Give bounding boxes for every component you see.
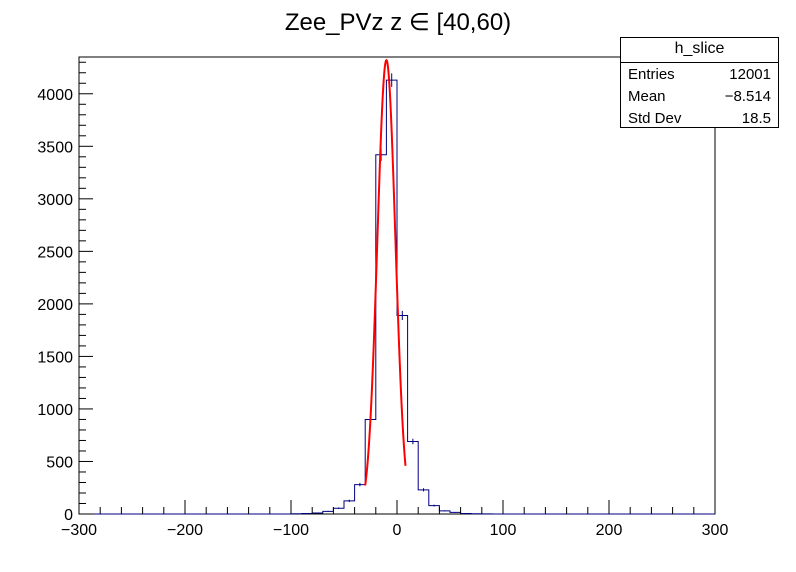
chart-title: Zee_PVz z ∈ [40,60) bbox=[285, 9, 511, 36]
stats-value-stddev: 18.5 bbox=[741, 110, 771, 127]
y-tick-label: 1000 bbox=[37, 402, 73, 419]
stats-label-entries: Entries bbox=[628, 66, 675, 83]
histogram-bin bbox=[344, 501, 355, 514]
y-tick-label: 3000 bbox=[37, 192, 73, 209]
stats-row-stddev: Std Dev 18.5 bbox=[621, 107, 778, 129]
histogram-bin bbox=[355, 485, 366, 514]
histogram-bin bbox=[333, 508, 344, 514]
histogram-outline bbox=[79, 79, 715, 515]
x-tick-label: 0 bbox=[393, 522, 402, 539]
histogram-bin bbox=[408, 442, 419, 514]
stats-label-stddev: Std Dev bbox=[628, 110, 682, 127]
x-tick-label: −300 bbox=[61, 522, 97, 539]
gaussian-fit-curve bbox=[364, 58, 407, 486]
x-tick-label: −200 bbox=[167, 522, 203, 539]
x-tick-label: 100 bbox=[490, 522, 517, 539]
x-tick-label: −100 bbox=[273, 522, 309, 539]
stats-value-entries: 12001 bbox=[729, 66, 771, 83]
stats-row-entries: Entries 12001 bbox=[621, 63, 778, 85]
x-tick-label: 200 bbox=[596, 522, 623, 539]
y-tick-label: 1500 bbox=[37, 349, 73, 366]
stats-label-mean: Mean bbox=[628, 88, 666, 105]
y-tick-label: 3500 bbox=[37, 139, 73, 156]
stats-value-mean: −8.514 bbox=[724, 88, 771, 105]
y-tick-label: 2000 bbox=[37, 297, 73, 314]
stats-title: h_slice bbox=[621, 38, 778, 63]
stats-row-mean: Mean −8.514 bbox=[621, 85, 778, 107]
y-tick-label: 500 bbox=[46, 454, 73, 471]
y-tick-label: 0 bbox=[64, 507, 73, 524]
histogram-bin bbox=[429, 506, 440, 514]
stats-box: h_slice Entries 12001 Mean −8.514 Std De… bbox=[620, 37, 779, 128]
histogram-bin bbox=[418, 490, 429, 514]
y-tick-label: 4000 bbox=[37, 87, 73, 104]
x-tick-label: 300 bbox=[702, 522, 729, 539]
y-tick-label: 2500 bbox=[37, 244, 73, 261]
